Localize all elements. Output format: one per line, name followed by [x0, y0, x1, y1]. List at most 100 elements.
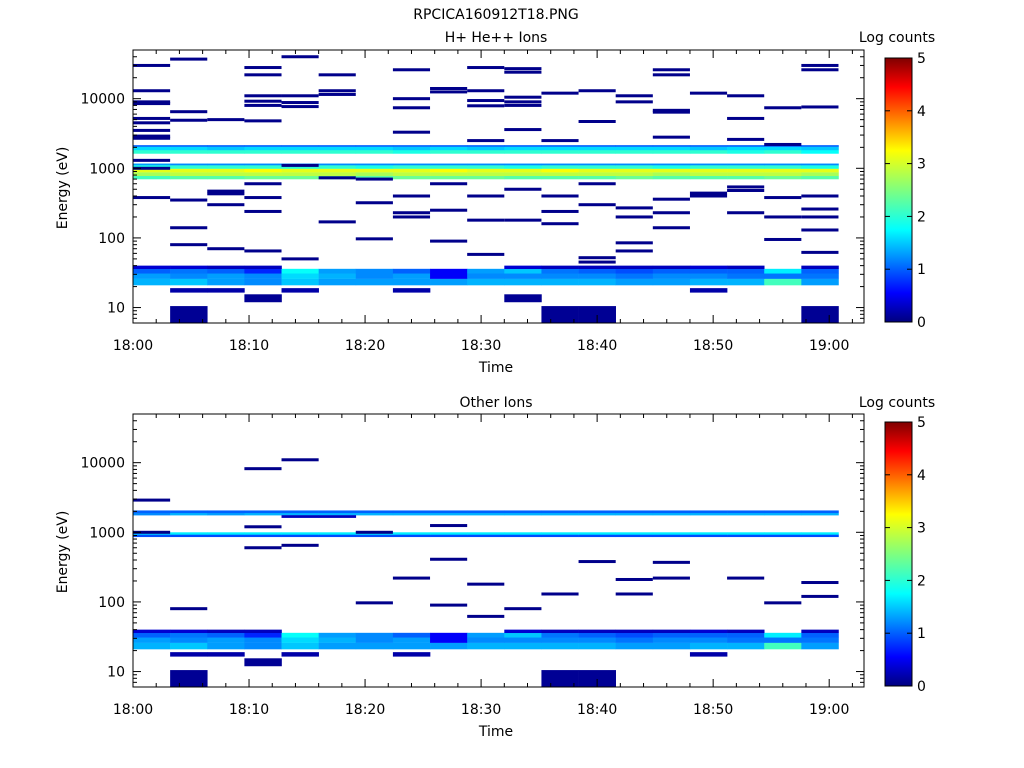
- spectrogram-cell: [504, 632, 542, 638]
- spectrogram-cell: [170, 670, 208, 688]
- spectrogram-cell: [207, 637, 245, 643]
- spectrogram-cell: [727, 145, 765, 147]
- spectrogram-cell: [689, 194, 728, 198]
- spectrogram-cell: [689, 637, 728, 643]
- x-tick-label: 18:10: [229, 338, 269, 354]
- spectrogram-cell: [170, 273, 208, 279]
- spectrogram-cell: [801, 642, 839, 650]
- y-tick-label: 100: [98, 595, 125, 611]
- spectrogram-cell: [244, 268, 282, 274]
- spectrogram-cell: [467, 139, 505, 143]
- spectrogram-cell: [392, 273, 431, 279]
- spectrogram-cell: [430, 512, 468, 516]
- spectrogram-cell: [541, 194, 579, 198]
- spectrogram-cell: [689, 168, 728, 173]
- spectrogram-cell: [727, 172, 765, 177]
- spectrogram-cell: [318, 150, 357, 154]
- spectrogram-cell: [281, 458, 319, 462]
- spectrogram-cell: [207, 532, 245, 535]
- colorbar-tick-label: 4: [917, 468, 926, 484]
- spectrogram-cell: [170, 512, 208, 516]
- x-tick-label: 18:30: [461, 702, 501, 718]
- spectrogram-cell: [133, 163, 171, 166]
- spectrogram-cell: [578, 265, 616, 270]
- spectrogram-cell: [355, 172, 394, 177]
- spectrogram-cell: [318, 642, 357, 650]
- spectrogram-cell: [355, 150, 394, 154]
- spectrogram-cell: [244, 94, 282, 98]
- spectrogram-cell: [541, 306, 579, 324]
- spectrogram-cell: [207, 175, 245, 180]
- spectrogram-cell: [430, 175, 468, 180]
- spectrogram-cell: [244, 150, 282, 154]
- spectrogram-cell: [170, 637, 208, 643]
- spectrogram-cell: [244, 145, 282, 147]
- spectrogram-cell: [467, 104, 505, 108]
- spectrogram-cell: [578, 168, 616, 173]
- spectrogram-cell: [689, 510, 728, 514]
- spectrogram-cell: [504, 607, 542, 611]
- spectrogram-cell: [133, 166, 171, 170]
- spectrogram-cell: [281, 632, 319, 638]
- spectrogram-cell: [652, 265, 691, 270]
- spectrogram-cell: [281, 168, 319, 173]
- spectrogram-cell: [170, 243, 208, 247]
- spectrogram-cell: [318, 176, 356, 180]
- spectrogram-cell: [727, 168, 765, 173]
- spectrogram-cell: [244, 119, 282, 123]
- spectrogram-cell: [727, 137, 765, 141]
- spectrogram-cell: [207, 273, 245, 279]
- spectrogram-cell: [281, 105, 319, 109]
- spectrogram-cell: [689, 273, 728, 279]
- spectrogram-cell: [170, 168, 208, 173]
- spectrogram-cell: [281, 101, 319, 105]
- spectrogram-cell: [615, 241, 653, 245]
- spectrogram-cell: [430, 637, 468, 643]
- spectrogram-cell: [764, 534, 802, 538]
- spectrogram-cell: [392, 146, 431, 151]
- spectrogram-cell: [541, 175, 579, 180]
- spectrogram-cell: [689, 172, 728, 177]
- spectrogram-cell: [467, 163, 505, 166]
- spectrogram-cell: [504, 150, 542, 154]
- spectrogram-cell: [355, 168, 394, 173]
- spectrogram-cell: [615, 172, 654, 177]
- spectrogram-cell: [541, 146, 579, 151]
- spectrogram-cell: [652, 165, 691, 169]
- spectrogram-cell: [801, 581, 839, 585]
- spectrogram-cell: [504, 510, 542, 514]
- spectrogram-cell: [430, 239, 468, 243]
- spectrogram-cell: [801, 278, 839, 286]
- spectrogram-cell: [355, 145, 394, 147]
- spectrogram-cell: [504, 128, 542, 132]
- panel-other-ions: Other Ions 18:00 18:10 18:20 18:30 18:40 18:5…: [55, 395, 935, 740]
- spectrogram-cell: [504, 534, 542, 538]
- spectrogram-cell: [430, 145, 468, 147]
- spectrogram-cell: [170, 534, 208, 538]
- spectrogram-cell: [615, 278, 654, 286]
- x-tick-label: 18:50: [693, 338, 733, 354]
- spectrogram-cell: [504, 642, 542, 650]
- spectrogram-cell: [615, 268, 654, 274]
- spectrogram-cell: [170, 632, 208, 638]
- spectrogram-cell: [430, 208, 468, 212]
- spectrogram-cell: [392, 632, 431, 638]
- spectrogram-cell: [244, 629, 282, 634]
- spectrogram-cell: [355, 601, 393, 605]
- spectrogram-cell: [207, 534, 245, 538]
- spectrogram-cell: [801, 207, 839, 211]
- spectrogram-cell: [764, 237, 802, 241]
- spectrogram-cell: [170, 172, 208, 177]
- spectrogram-cell: [467, 268, 505, 274]
- spectrogram-cell: [281, 652, 319, 657]
- spectrogram-cell: [801, 63, 839, 67]
- spectrogram-cell: [727, 532, 765, 535]
- spectrogram-cell: [615, 168, 654, 173]
- spectrogram-cell: [689, 288, 728, 293]
- spectrogram-cell: [504, 95, 542, 99]
- spectrogram-cell: [207, 510, 245, 514]
- spectrogram-cell: [504, 175, 542, 180]
- spectrogram-cell: [392, 532, 431, 535]
- spectrogram-cell: [764, 196, 802, 200]
- spectrogram-cell: [244, 534, 282, 538]
